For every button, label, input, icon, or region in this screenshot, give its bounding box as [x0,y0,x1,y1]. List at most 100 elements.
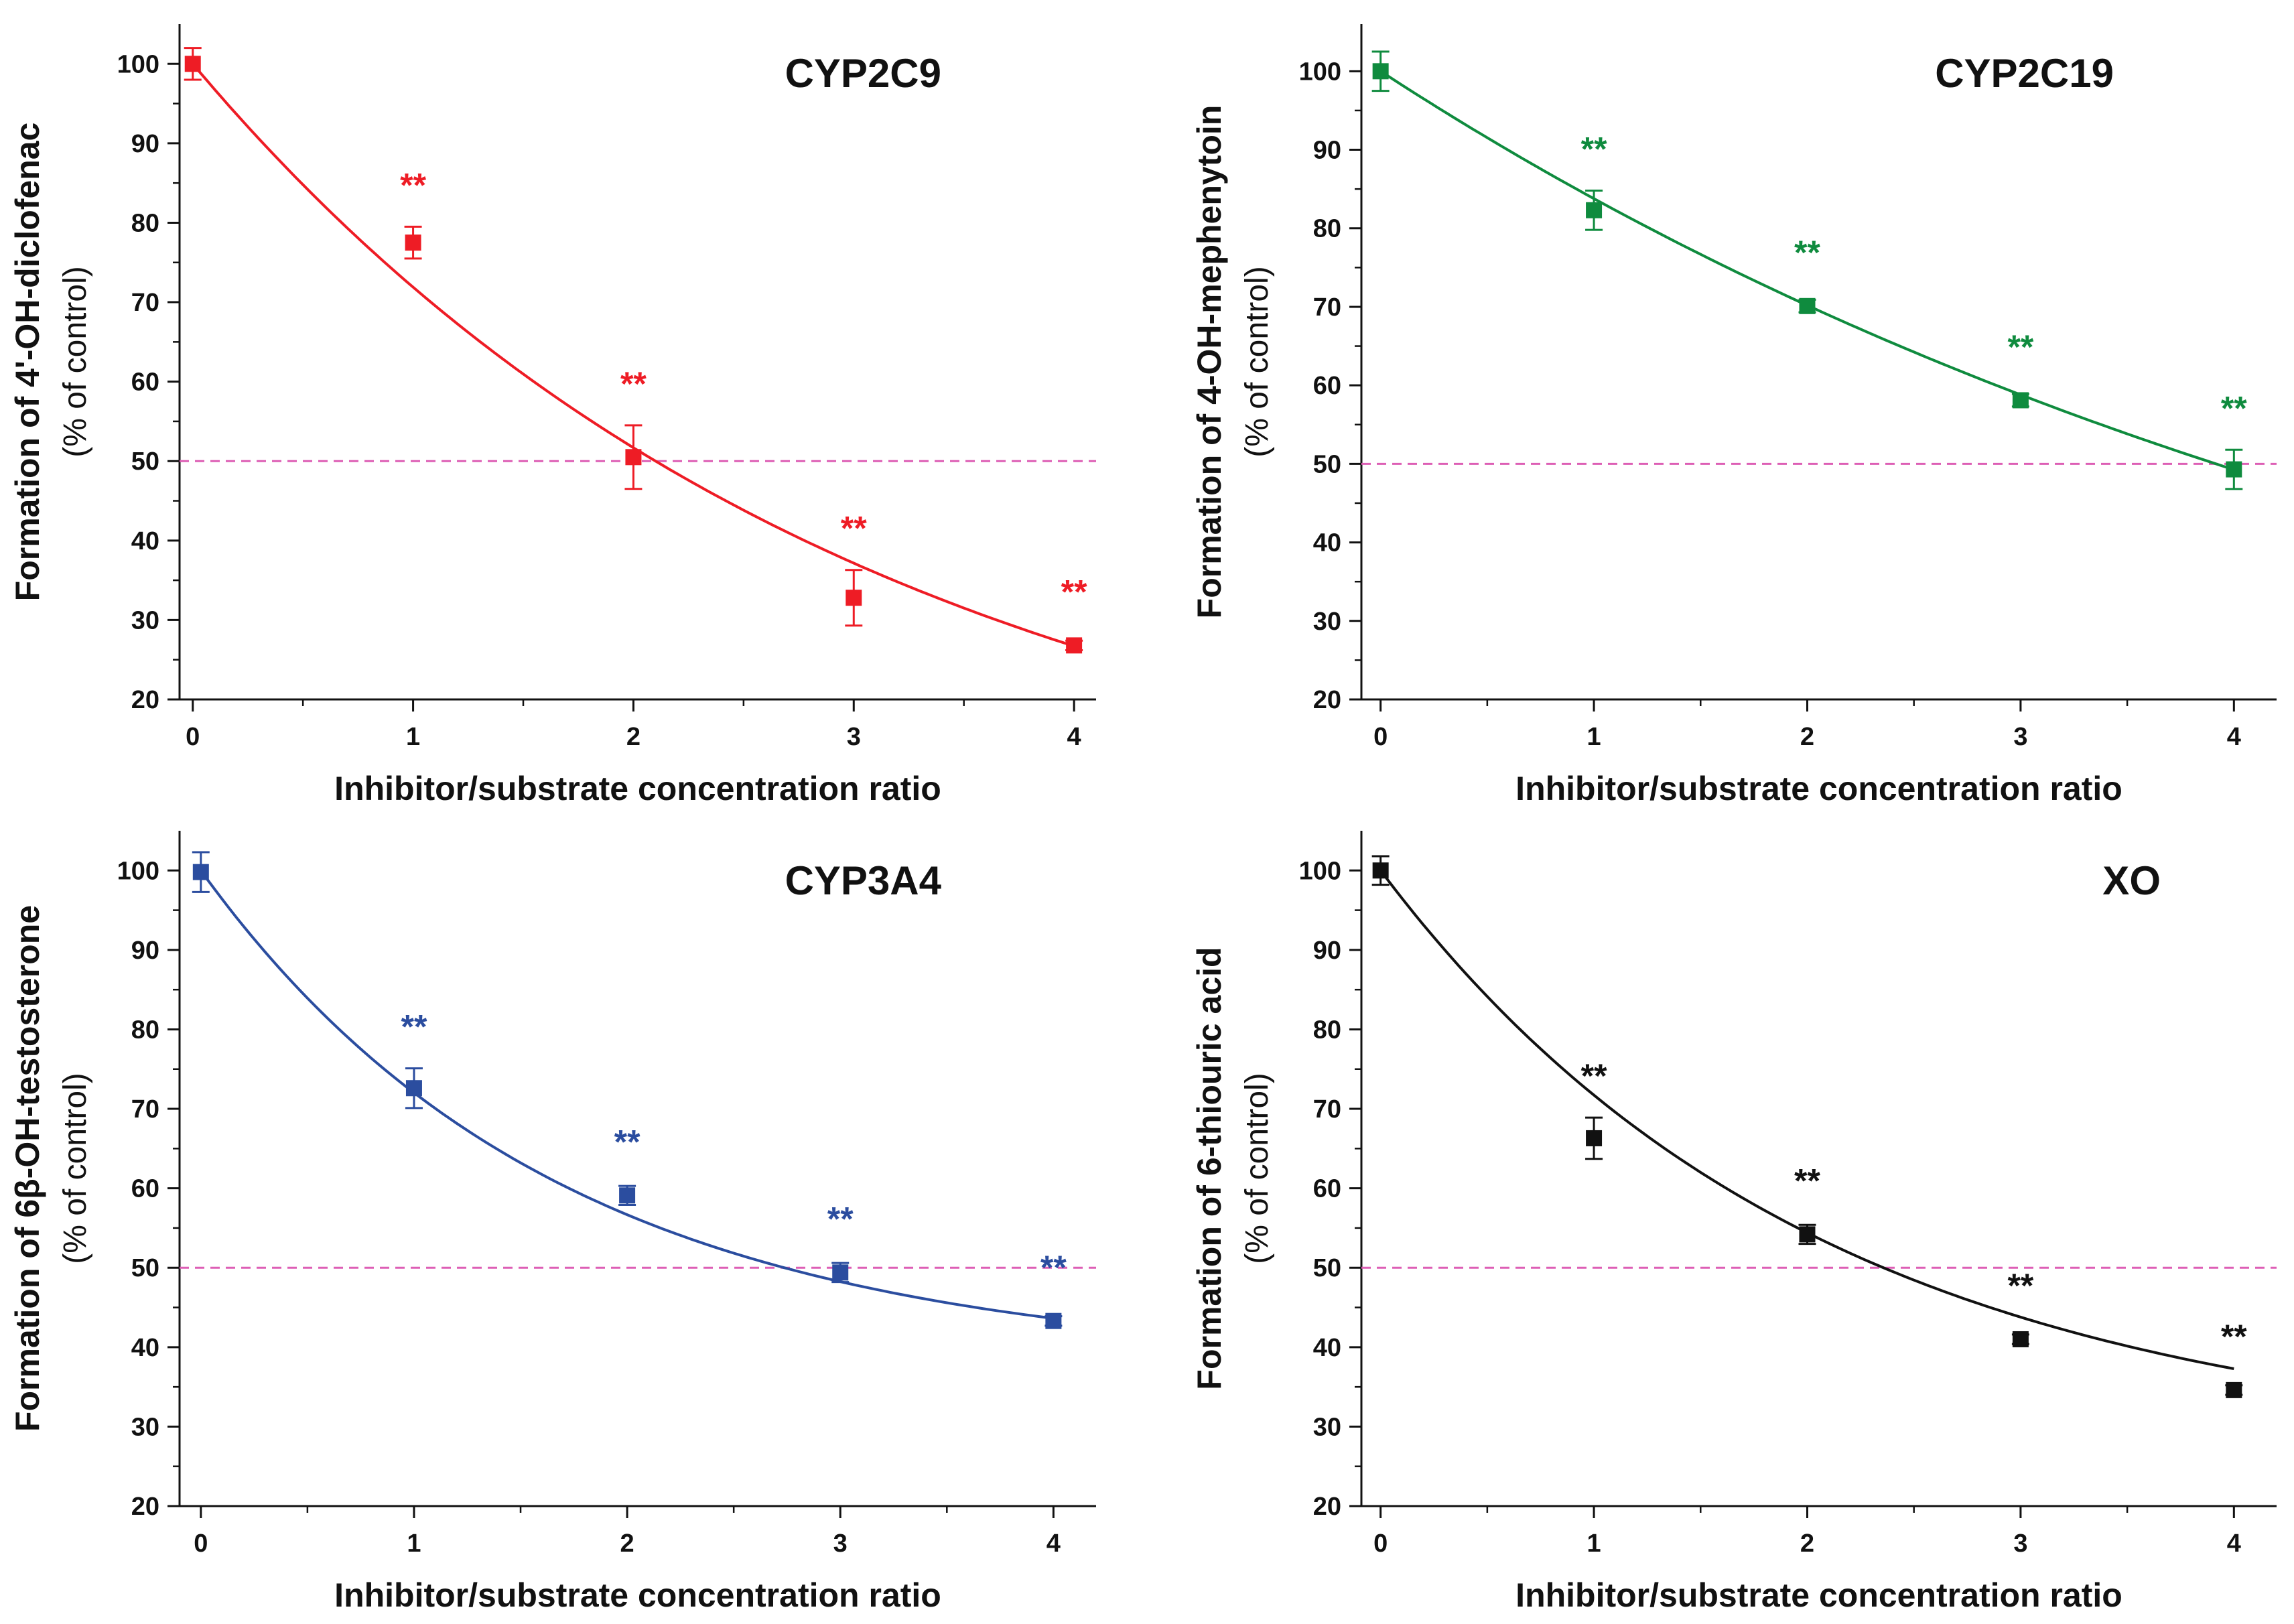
data-point [619,1187,636,1204]
x-tick-label: 3 [833,1530,848,1558]
x-axis-title: Inhibitor/substrate concentration ratio [1515,1576,2122,1614]
x-tick-label: 3 [847,723,861,751]
y-tick-label: 20 [131,1493,159,1521]
y-tick-label: 30 [1313,608,1341,636]
x-tick-label: 0 [1373,1530,1388,1558]
data-point [2012,1331,2029,1347]
y-tick-label: 50 [1313,450,1341,478]
y-tick-label: 70 [1313,1095,1341,1124]
y-tick-label: 60 [131,1175,159,1203]
y-tick-label: 60 [1313,1175,1341,1203]
y-axis-title: Formation of 6-thiouric acid [1191,947,1228,1390]
y-tick-label: 80 [1313,215,1341,243]
data-point [1372,63,1389,80]
x-tick-label: 1 [1587,1530,1601,1558]
y-tick-label: 60 [131,368,159,397]
y-tick-label: 90 [131,937,159,965]
significance-mark: ** [401,1008,427,1046]
x-tick-label: 4 [1067,723,1081,751]
fit-curve [1379,870,2234,1370]
significance-mark: ** [1794,234,1820,271]
panel-title: XO [2102,858,2161,903]
panel-title: CYP2C9 [785,51,941,96]
y-tick-label: 100 [1299,857,1341,885]
significance-mark: ** [1581,1057,1607,1095]
y-tick-label: 70 [1313,293,1341,322]
y-tick-label: 30 [1313,1413,1341,1441]
y-tick-label: 40 [1313,1334,1341,1362]
significance-mark: ** [2221,1318,2247,1355]
significance-mark: ** [827,1201,854,1238]
significance-mark: ** [2221,389,2247,427]
y-tick-label: 80 [131,1016,159,1044]
data-point [1372,862,1389,879]
y-tick-label: 20 [1313,1493,1341,1521]
panel-xo: 20 30 40 50 60 70 80 90 100 0 1 2 3 4 Inhibitor/substr… [1191,831,2277,1614]
data-point [184,56,201,72]
panel-cyp2c19: 20 30 40 50 60 70 80 90 100 0 1 2 3 4 Inhibitor/substr… [1191,24,2277,807]
y-tick-label: 80 [131,209,159,237]
x-tick-label: 0 [194,1530,208,1558]
data-point [1586,1130,1603,1146]
y-tick-label: 40 [1313,529,1341,557]
x-axis-title: Inhibitor/substrate concentration ratio [334,770,941,807]
x-tick-label: 2 [620,1530,634,1558]
y-tick-label: 20 [131,686,159,714]
y-axis-title: Formation of 6β-OH-testosterone [9,905,46,1432]
panel-title: CYP2C19 [1935,51,2114,96]
y-axis-subtitle: (% of control) [1239,1073,1275,1264]
y-tick-label: 90 [131,130,159,158]
y-tick-label: 30 [131,606,159,634]
x-tick-label: 0 [1373,723,1388,751]
y-tick-label: 40 [131,527,159,555]
x-tick-label: 2 [1800,1530,1814,1558]
significance-mark: ** [620,365,647,403]
y-axis-subtitle: (% of control) [58,1073,93,1264]
y-tick-label: 60 [1313,372,1341,400]
x-tick-label: 3 [2013,723,2027,751]
y-tick-label: 100 [117,857,159,885]
y-tick-label: 80 [1313,1016,1341,1044]
x-axis-title: Inhibitor/substrate concentration ratio [1515,770,2122,807]
significance-mark: ** [841,510,867,547]
data-point [405,234,421,251]
y-axis-subtitle: (% of control) [58,266,93,457]
data-point [192,864,209,880]
data-point [1799,297,1816,314]
significance-mark: ** [1581,130,1607,167]
x-tick-label: 1 [1587,723,1601,751]
x-tick-label: 3 [2013,1530,2027,1558]
data-point [832,1264,849,1281]
data-point [846,590,862,606]
data-point [625,449,642,466]
data-point [2226,1381,2242,1398]
x-tick-label: 1 [407,1530,421,1558]
y-tick-label: 90 [1313,137,1341,165]
data-point [2226,461,2242,478]
fit-curve [192,63,1075,648]
y-tick-label: 50 [131,1254,159,1282]
data-point [1045,1312,1062,1329]
y-axis-subtitle: (% of control) [1239,266,1275,457]
significance-mark: ** [1040,1249,1067,1286]
y-tick-label: 100 [117,50,159,78]
y-tick-label: 50 [1313,1254,1341,1282]
x-axis-title: Inhibitor/substrate concentration ratio [334,1576,941,1614]
significance-mark: ** [2007,328,2033,366]
significance-mark: ** [1794,1162,1820,1200]
data-point [405,1080,422,1097]
significance-mark: ** [614,1124,640,1161]
panel-title: CYP3A4 [785,858,942,903]
y-tick-label: 70 [131,289,159,317]
panel-cyp2c9: 20 30 40 50 60 70 80 90 100 0 1 2 3 4 Inhibitor/substr… [9,24,1096,807]
x-tick-label: 2 [626,723,640,751]
y-axis-title: Formation of 4'-OH-diclofenac [9,123,46,602]
x-tick-label: 4 [2227,723,2241,751]
panel-cyp3a4: 20 30 40 50 60 70 80 90 100 0 1 2 3 4 Inhibitor/substr… [9,831,1096,1614]
x-tick-label: 4 [2227,1530,2241,1558]
data-point [1799,1226,1816,1243]
data-point [1066,637,1083,654]
data-point [2012,392,2029,409]
y-tick-label: 20 [1313,686,1341,714]
